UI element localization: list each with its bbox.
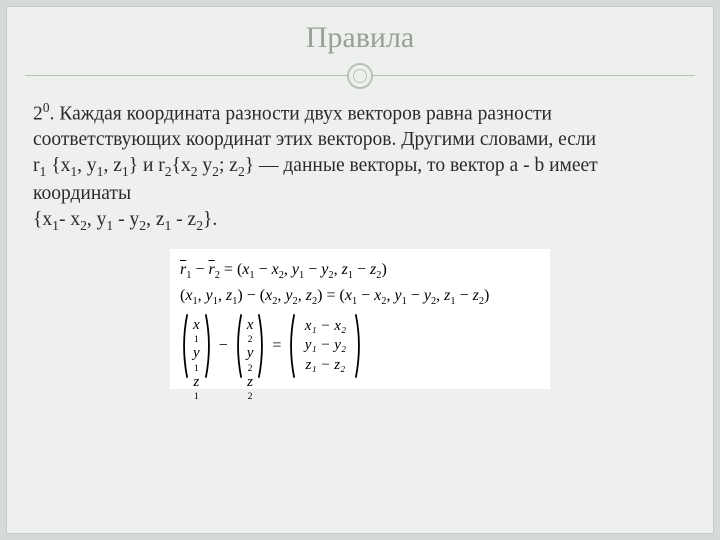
- c2-open: {x: [172, 155, 191, 176]
- v2z: z: [247, 374, 254, 391]
- formula-row-1: r1 − r2 = (x1 − x2, y1 − y2, z1 − z2): [180, 259, 540, 283]
- v1x: x: [193, 317, 200, 334]
- v2ys: 2: [247, 363, 254, 374]
- c1-open: {x: [46, 155, 70, 176]
- f2-ry2: y: [424, 287, 431, 304]
- c1d: , z: [103, 155, 121, 176]
- lparen-3: x₁ − x₂ y₁ − y₂ z₁ − z₂: [287, 313, 363, 379]
- f2-eq: =: [322, 287, 339, 304]
- v2x: x: [247, 317, 254, 334]
- title-area: Правила: [7, 7, 713, 93]
- c2b: y: [198, 155, 213, 176]
- rule-line1: . Каждая координата разности двух вектор…: [33, 104, 596, 151]
- v3x: x₁ − x₂: [300, 318, 350, 335]
- v3z: z₁ − z₂: [300, 357, 350, 374]
- f-c2: ,: [334, 261, 342, 278]
- l3k: 2: [196, 218, 203, 233]
- c2d: ; z: [219, 155, 238, 176]
- l3a: 1: [52, 218, 59, 233]
- slide: Правила 20. Каждая координата разности д…: [6, 6, 714, 534]
- v1z: z: [193, 374, 200, 391]
- f2-rc2: ,: [436, 287, 444, 304]
- f-x2: x: [272, 261, 279, 278]
- v1xs: 1: [193, 334, 200, 345]
- c1f: } и r: [129, 155, 165, 176]
- formula-row-3: x1 y1 z1 − x2 y2 z2 = x₁: [180, 313, 540, 379]
- l3-open: {x: [33, 209, 52, 230]
- rule-number-sup: 0: [43, 100, 50, 115]
- v2y: y: [247, 345, 254, 362]
- f2-y2: y: [285, 287, 292, 304]
- f-m2: −: [255, 261, 272, 278]
- rule-number: 2: [33, 104, 43, 125]
- f2-rm1: −: [357, 287, 374, 304]
- f-eq1: =: [220, 261, 237, 278]
- f2-c2: ,: [218, 287, 226, 304]
- f2-ry1: y: [394, 287, 401, 304]
- v-min: −: [219, 335, 228, 357]
- f2-y1: y: [206, 287, 213, 304]
- l3f: - y: [113, 209, 139, 230]
- f-min1: −: [191, 261, 208, 278]
- v2xs: 2: [247, 334, 254, 345]
- l3c: 2: [80, 218, 87, 233]
- f2-c4: ,: [298, 287, 306, 304]
- f2-rx1: x: [345, 287, 352, 304]
- l3b: - x: [59, 209, 80, 230]
- l3l: }.: [203, 209, 217, 230]
- f2-c1: ,: [198, 287, 206, 304]
- v-eq: =: [272, 335, 281, 357]
- formula-block: r1 − r2 = (x1 − x2, y1 − y2, z1 − z2) (x…: [170, 249, 550, 389]
- body-text: 20. Каждая координата разности двух вект…: [7, 93, 713, 235]
- v1ys: 1: [193, 363, 200, 374]
- title-ornament: [7, 59, 713, 93]
- f-m3: −: [304, 261, 321, 278]
- l3h: , z: [146, 209, 164, 230]
- ornament-circle: [347, 63, 373, 89]
- l3d: , y: [87, 209, 107, 230]
- l3j: - z: [171, 209, 196, 230]
- v3y: y₁ − y₂: [300, 337, 350, 354]
- c1b: , y: [77, 155, 97, 176]
- v2zs: 2: [247, 391, 254, 402]
- c2a: 2: [191, 164, 198, 179]
- formula-row-2: (x1, y1, z1) − (x2, y2, z2) = (x1 − x2, …: [180, 285, 540, 309]
- slide-title: Правила: [7, 21, 713, 55]
- v1y: y: [193, 345, 200, 362]
- v1zs: 1: [193, 391, 200, 402]
- f2-rm3: −: [456, 287, 473, 304]
- f-y1: y: [292, 261, 299, 278]
- f2-rm2: −: [407, 287, 424, 304]
- lparen-1: x1 y1 z1: [180, 313, 213, 379]
- vec2-sub: 2: [165, 164, 172, 179]
- f-c1: ,: [284, 261, 292, 278]
- f2-rp3: ): [484, 287, 489, 304]
- f2-min: −: [243, 287, 260, 304]
- f-rp1: ): [381, 261, 386, 278]
- c1e: 1: [122, 164, 129, 179]
- f-m4: −: [353, 261, 370, 278]
- lparen-2: x2 y2 z2: [234, 313, 267, 379]
- c2e: 2: [238, 164, 245, 179]
- c2c: 2: [212, 164, 219, 179]
